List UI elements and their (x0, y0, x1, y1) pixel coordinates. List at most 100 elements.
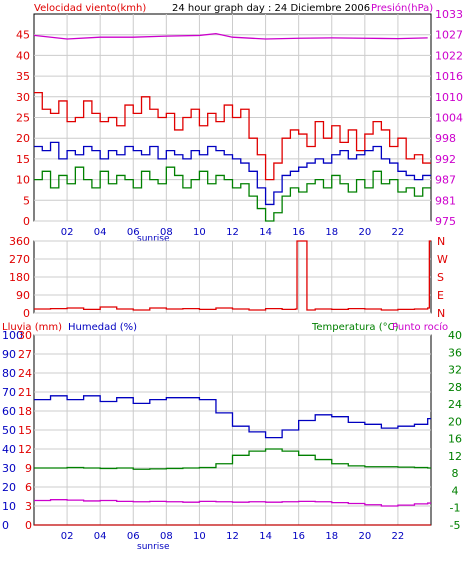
temp-tick-12: 12 (448, 450, 462, 463)
humidity-tick-90: 90 (2, 348, 16, 361)
pressure-tick-1027: 1027 (435, 29, 463, 42)
direction-tick-270: 270 (9, 253, 30, 266)
temp-tick-36: 36 (448, 346, 462, 359)
pressure-tick-992: 992 (435, 153, 456, 166)
pressure-tick-981: 981 (435, 194, 456, 207)
p1-series-blue (34, 141, 431, 206)
humidity-tick-30: 30 (2, 462, 16, 475)
temp-tick-24: 24 (448, 398, 462, 411)
rain-tick-27: 27 (18, 348, 32, 361)
rain-tick-24: 24 (18, 367, 32, 380)
p1-time-tick-08: 08 (160, 227, 173, 238)
wind-speed-tick-35: 35 (16, 70, 30, 83)
temp-tick--5: -5 (450, 519, 461, 532)
humidity-tick-20: 20 (2, 481, 16, 494)
pressure-tick-1010: 1010 (435, 91, 463, 104)
rain-tick-15: 15 (18, 424, 32, 437)
humidity-tick-60: 60 (2, 405, 16, 418)
p1-time-tick-06: 06 (127, 227, 140, 238)
dew-point-title: Punto rocío (392, 321, 448, 333)
p1-series-green (34, 166, 431, 222)
wind-speed-tick-45: 45 (16, 29, 30, 42)
p3-time-tick-12: 12 (226, 531, 239, 542)
wind-speed-tick-15: 15 (16, 153, 30, 166)
p3-time-tick-20: 20 (358, 531, 371, 542)
sunrise-label-bottom: sunrise (137, 542, 170, 552)
p2-series-direction (34, 240, 431, 311)
pressure-tick-1022: 1022 (435, 49, 463, 62)
wind-speed-tick-40: 40 (16, 49, 30, 62)
wind-speed-tick-5: 5 (23, 194, 30, 207)
sunrise-label-top: sunrise (137, 234, 170, 244)
humidity-tick-0: 0 (2, 519, 9, 532)
p1-time-tick-12: 12 (226, 227, 239, 238)
p3-time-tick-08: 08 (160, 531, 173, 542)
p1-time-tick-14: 14 (259, 227, 272, 238)
rain-tick-9: 9 (25, 462, 32, 475)
temp-tick-4: 4 (452, 484, 459, 497)
pressure-tick-1004: 1004 (435, 112, 463, 125)
pressure-tick-1033: 1033 (435, 8, 463, 21)
humidity-tick-100: 100 (2, 329, 23, 342)
rain-tick-18: 18 (18, 405, 32, 418)
p1-time-tick-18: 18 (325, 227, 338, 238)
p1-time-tick-02: 02 (61, 227, 74, 238)
direction-tick-0: 0 (23, 307, 30, 320)
p3-series-green (34, 448, 431, 470)
p3-time-tick-02: 02 (61, 531, 74, 542)
wind-speed-tick-0: 0 (23, 215, 30, 228)
wind-speed-tick-25: 25 (16, 112, 30, 125)
temp-tick-20: 20 (448, 415, 462, 428)
p3-time-tick-06: 06 (127, 531, 140, 542)
rain-title: Lluvia (mm) (2, 322, 62, 333)
p3-series-blue (34, 395, 431, 439)
humidity-tick-10: 10 (2, 500, 16, 513)
pressure-tick-975: 975 (435, 215, 456, 228)
pressure-title: Presión(hPa) (371, 2, 433, 14)
compass-tick-W-3: W (437, 253, 448, 266)
graph-date-title: 24 hour graph day : 24 Diciembre 2006 (172, 3, 370, 14)
humidity-tick-40: 40 (2, 443, 16, 456)
p1-time-tick-22: 22 (392, 227, 405, 238)
wind-speed-tick-20: 20 (16, 132, 30, 145)
p3-time-tick-16: 16 (292, 531, 305, 542)
pressure-tick-998: 998 (435, 132, 456, 145)
p1-time-tick-20: 20 (358, 227, 371, 238)
temp-tick--1: -1 (450, 502, 461, 515)
p3-time-tick-10: 10 (193, 531, 206, 542)
p3-time-tick-14: 14 (259, 531, 272, 542)
humidity-tick-50: 50 (2, 424, 16, 437)
humidity-title: Humedad (%) (68, 322, 137, 333)
pressure-tick-987: 987 (435, 174, 456, 187)
temp-tick-16: 16 (448, 433, 462, 446)
humidity-tick-70: 70 (2, 386, 16, 399)
p1-series-magenta (33, 32, 428, 40)
rain-tick-30: 30 (18, 329, 32, 342)
temp-tick-8: 8 (452, 467, 459, 480)
rain-tick-0: 0 (25, 519, 32, 532)
humidity-tick-80: 80 (2, 367, 16, 380)
pressure-tick-1016: 1016 (435, 70, 463, 83)
direction-tick-90: 90 (16, 289, 30, 302)
compass-tick-E-1: E (437, 289, 444, 302)
p3-time-tick-18: 18 (325, 531, 338, 542)
p3-series-magenta (34, 499, 431, 507)
compass-tick-N-4: N (437, 235, 445, 248)
p1-time-tick-10: 10 (193, 227, 206, 238)
temperature-title: Temperatura (°C) (311, 322, 399, 333)
rain-tick-21: 21 (18, 386, 32, 399)
p3-time-tick-22: 22 (392, 531, 405, 542)
p1-series-red (34, 92, 431, 181)
wind-speed-tick-30: 30 (16, 91, 30, 104)
temp-tick-40: 40 (448, 329, 462, 342)
temp-tick-28: 28 (448, 381, 462, 394)
rain-tick-3: 3 (25, 500, 32, 513)
wind-speed-title: Velocidad viento(kmh) (34, 3, 146, 14)
wind-speed-tick-10: 10 (16, 174, 30, 187)
p1-time-tick-04: 04 (94, 227, 107, 238)
p3-time-tick-04: 04 (94, 531, 107, 542)
temp-tick-32: 32 (448, 364, 462, 377)
rain-tick-12: 12 (18, 443, 32, 456)
